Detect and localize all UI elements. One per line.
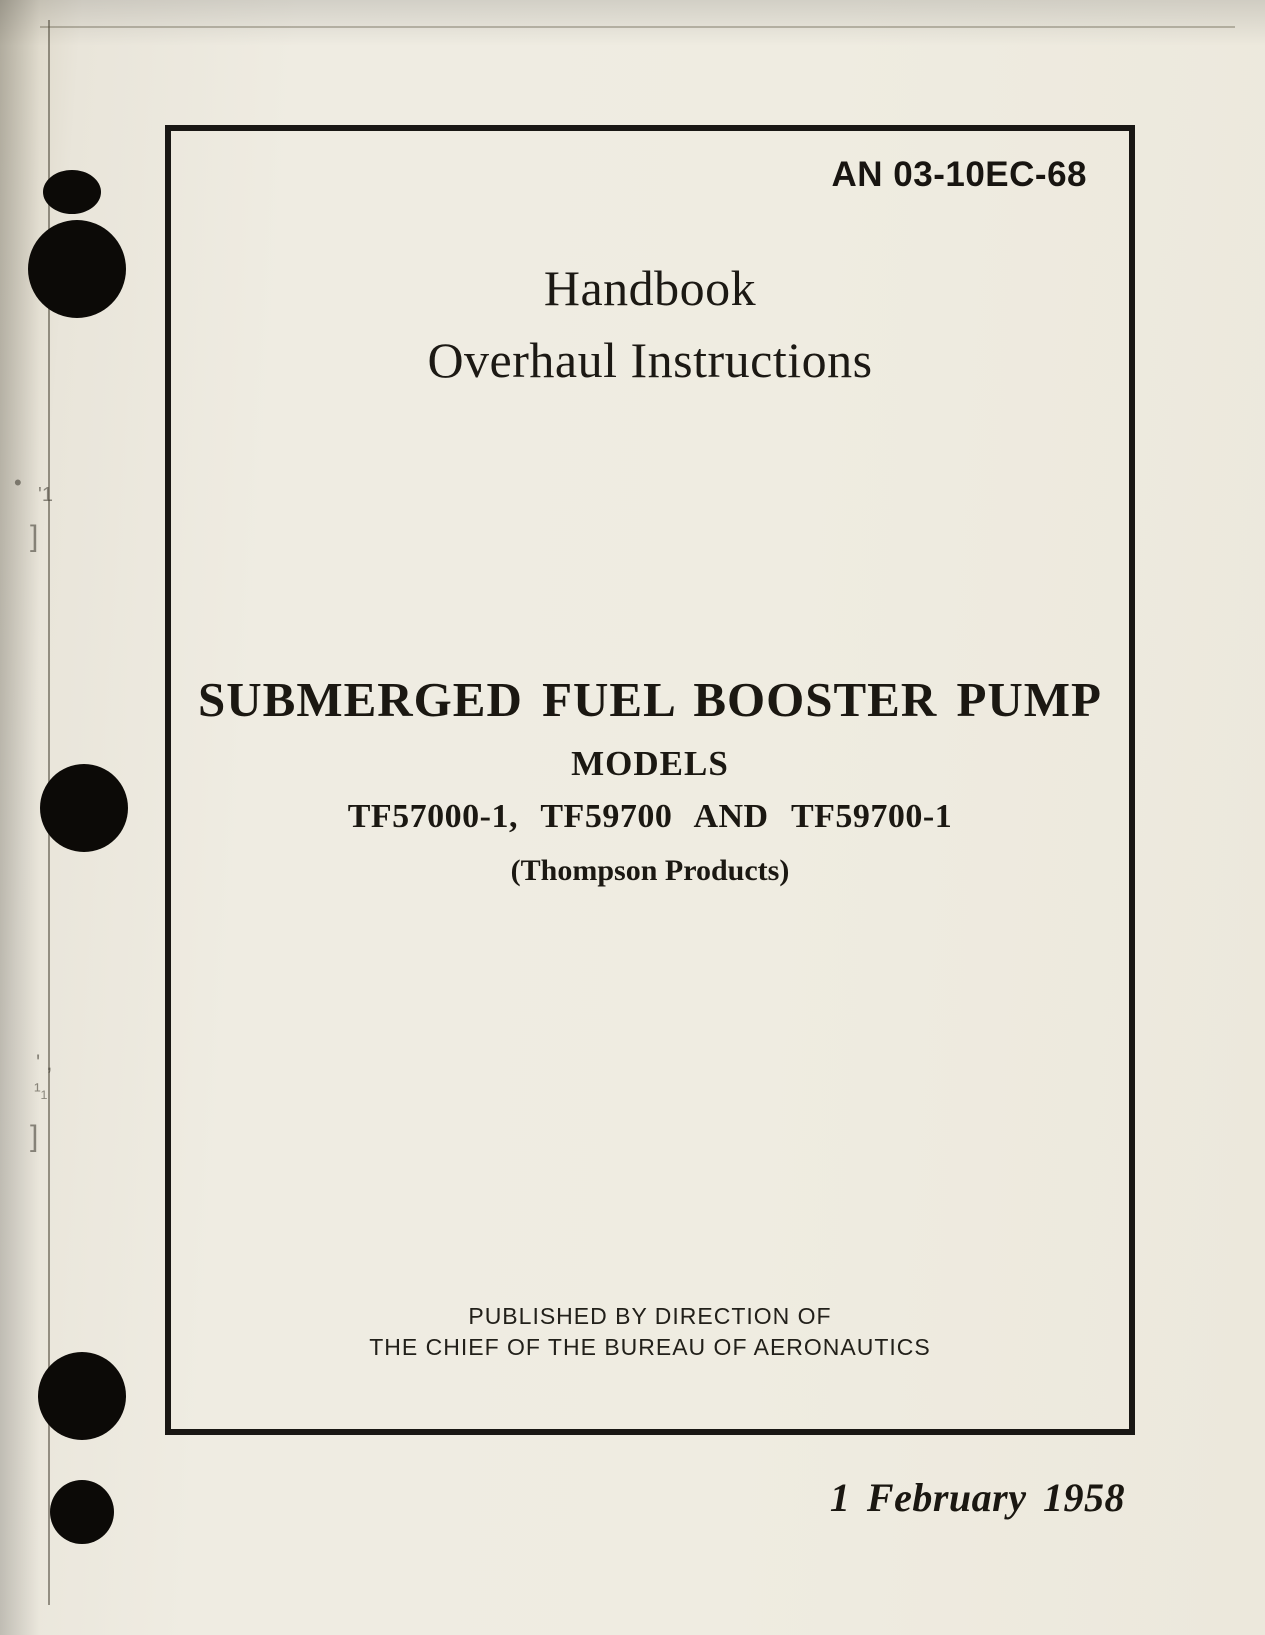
document-number: AN 03-10EC-68: [832, 155, 1088, 195]
title-models: TF57000-1, TF59700 AND TF59700-1: [171, 798, 1129, 836]
punch-hole: [43, 170, 101, 214]
heading-line-1: Handbook: [171, 259, 1129, 317]
heading-line-2: Overhaul Instructions: [171, 331, 1129, 389]
scan-artifact: ' ,: [36, 1050, 52, 1076]
content-frame: AN 03-10EC-68 Handbook Overhaul Instruct…: [165, 125, 1135, 1435]
punch-hole: [38, 1352, 126, 1440]
punch-hole: [28, 220, 126, 318]
scan-artifact: ]: [30, 520, 38, 554]
scan-artifact: ]: [30, 1120, 38, 1154]
publication-date: 1 February 1958: [830, 1474, 1125, 1521]
publisher-line-2: THE CHIEF OF THE BUREAU OF AERONAUTICS: [171, 1332, 1129, 1363]
page-edge: [40, 26, 1235, 28]
scan-artifact: •: [14, 470, 22, 496]
publisher-line-1: PUBLISHED BY DIRECTION OF: [171, 1301, 1129, 1332]
title-main: SUBMERGED FUEL BOOSTER PUMP: [171, 671, 1129, 728]
scan-artifact: '1: [38, 484, 53, 507]
title-block: SUBMERGED FUEL BOOSTER PUMP MODELS TF570…: [171, 671, 1129, 888]
scan-shadow: [0, 0, 1265, 46]
publisher-block: PUBLISHED BY DIRECTION OF THE CHIEF OF T…: [171, 1301, 1129, 1363]
scan-artifact: ¹₁: [34, 1080, 47, 1103]
title-sub: MODELS: [171, 744, 1129, 784]
handbook-heading: Handbook Overhaul Instructions: [171, 259, 1129, 389]
page-background: • '1] ' , ¹₁] AN 03-10EC-68 Handbook Overha…: [0, 0, 1265, 1635]
punch-hole: [40, 764, 128, 852]
punch-hole: [50, 1480, 114, 1544]
title-manufacturer: (Thompson Products): [171, 854, 1129, 888]
